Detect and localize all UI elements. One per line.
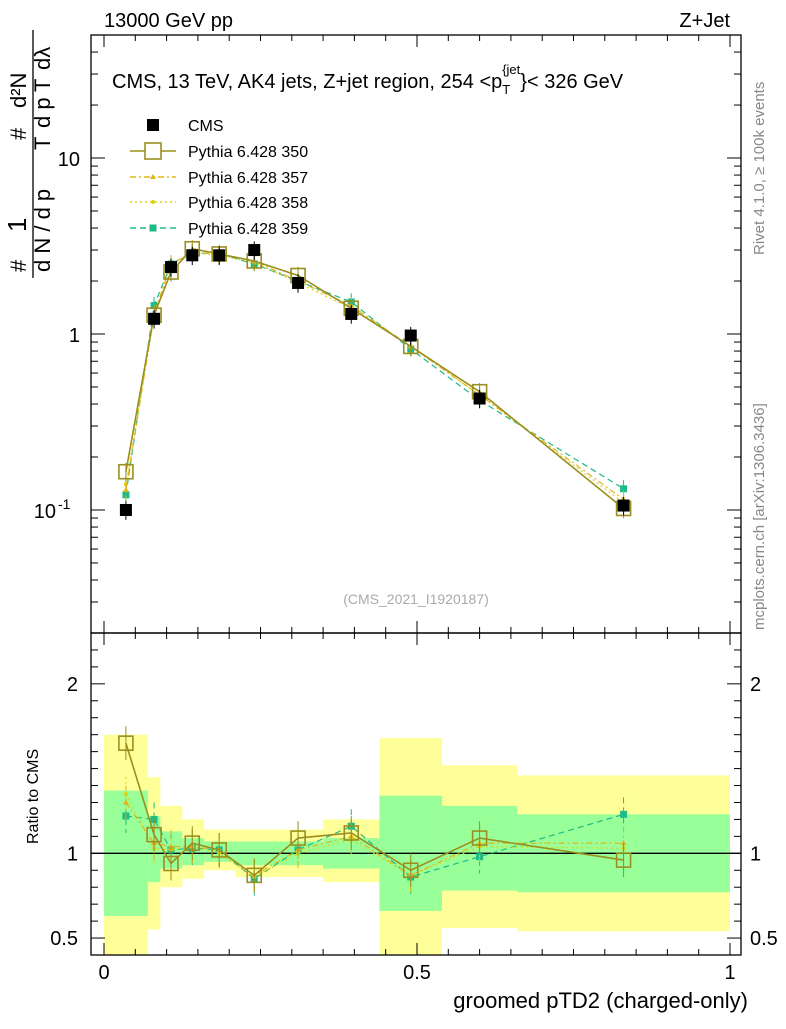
ratio-series-1-point <box>184 835 201 851</box>
x-tick-label: 1 <box>724 962 735 984</box>
y-tick-label: 10 <box>58 149 80 171</box>
main-series-0-point <box>186 249 199 262</box>
main-y-axis-label: # d N / d p 1 T # d p T d²N dλ <box>2 30 55 278</box>
main-series-1-line <box>125 247 625 510</box>
main-series-0-point <box>248 244 261 257</box>
main-series-4-point <box>620 485 628 493</box>
ratio-tick-label-left: 1 <box>67 843 78 865</box>
main-series-0-point <box>164 261 177 274</box>
svg-text:#: # <box>6 127 31 140</box>
ratio-tick-label-right: 2 <box>750 674 761 696</box>
legend-label-0: CMS <box>188 118 224 135</box>
svg-text:#: # <box>6 259 31 272</box>
main-series-0-point <box>213 249 226 262</box>
ratio-tick-label-left: 2 <box>67 674 78 696</box>
rivet-label: Rivet 4.1.0, ≥ 100k events <box>751 82 768 255</box>
ratio-series-2-point <box>167 843 174 849</box>
ratio-series-1-point <box>290 830 306 846</box>
ratio-series-2-point <box>620 840 627 846</box>
main-series-0-point <box>345 307 358 320</box>
ratio-series-1-point <box>402 862 419 879</box>
svg-text:1: 1 <box>2 218 32 232</box>
svg-text:T: T <box>30 79 55 92</box>
main-series-0-point <box>617 499 630 512</box>
ratio-series-1-point <box>163 855 179 872</box>
ratio-y-axis-label: Ratio to CMS <box>25 749 42 844</box>
main-series-0-point <box>148 312 161 325</box>
svg-text:d²N: d²N <box>6 73 31 108</box>
ratio-series-1-point <box>246 867 263 884</box>
x-tick-label: 0.5 <box>403 962 431 984</box>
header-left: 13000 GeV pp <box>104 10 233 32</box>
x-axis-label: groomed pTD2 (charged-only) <box>453 988 748 1013</box>
analysis-watermark: (CMS_2021_I1920187) <box>343 591 489 607</box>
legend-marker-4 <box>149 224 157 232</box>
ratio-series-2-point <box>122 799 129 805</box>
ratio-series-1-point <box>343 825 360 841</box>
ratio-frame <box>90 632 742 956</box>
main-series-4-line <box>125 252 624 495</box>
legend-marker-0 <box>147 119 159 131</box>
ratio-tick-label-left: 0.5 <box>50 928 78 950</box>
ratio-series-1-point <box>615 852 632 868</box>
svg-text:dλ: dλ <box>30 47 55 70</box>
ratio-tick-label-right: 0.5 <box>750 928 778 950</box>
ratio-series-1-point <box>146 826 162 843</box>
main-series-0-point <box>404 329 417 342</box>
chart-title: CMS, 13 TeV, AK4 jets, Z+jet region, 254… <box>112 62 624 97</box>
main-series-1-point <box>118 463 134 480</box>
svg-text:T: T <box>30 137 55 150</box>
ratio-tick-label-right: 1 <box>750 843 761 865</box>
y-tick-label: 1 <box>69 325 80 347</box>
y-tick-label: 10 <box>34 501 56 523</box>
ratio-series-1-point <box>211 842 227 858</box>
legend-label-2: Pythia 6.428 357 <box>188 170 308 187</box>
mcplots-label: mcplots.cern.ch [arXiv:1306.3436] <box>751 403 768 630</box>
ratio-series-4-line <box>125 813 624 880</box>
legend-label-3: Pythia 6.428 358 <box>188 195 308 212</box>
ratio-series-4-point <box>620 810 628 818</box>
header-right: Z+Jet <box>679 10 730 32</box>
ratio-series-1-point <box>118 735 134 751</box>
main-series-0-point <box>473 392 486 405</box>
svg-text:d p: d p <box>30 97 55 128</box>
y-tick-label-exponent: -1 <box>58 496 71 512</box>
legend-marker-1 <box>144 142 162 160</box>
main-series-3-line <box>125 252 624 504</box>
legend-label-4: Pythia 6.428 359 <box>188 221 308 238</box>
legend-marker-3 <box>151 200 155 204</box>
main-series-2-point <box>122 486 129 492</box>
main-series-4-point <box>122 491 130 499</box>
main-series-2-line <box>125 252 624 500</box>
main-series-0-point <box>119 503 132 516</box>
legend-label-1: Pythia 6.428 350 <box>188 144 308 161</box>
svg-text:d N / d p: d N / d p <box>30 189 55 272</box>
main-series-0-point <box>292 276 305 289</box>
ratio-series-3-point <box>123 792 128 796</box>
x-tick-label: 0 <box>98 962 109 984</box>
legend-marker-2 <box>150 174 156 179</box>
ratio-series-1-point <box>471 830 488 846</box>
